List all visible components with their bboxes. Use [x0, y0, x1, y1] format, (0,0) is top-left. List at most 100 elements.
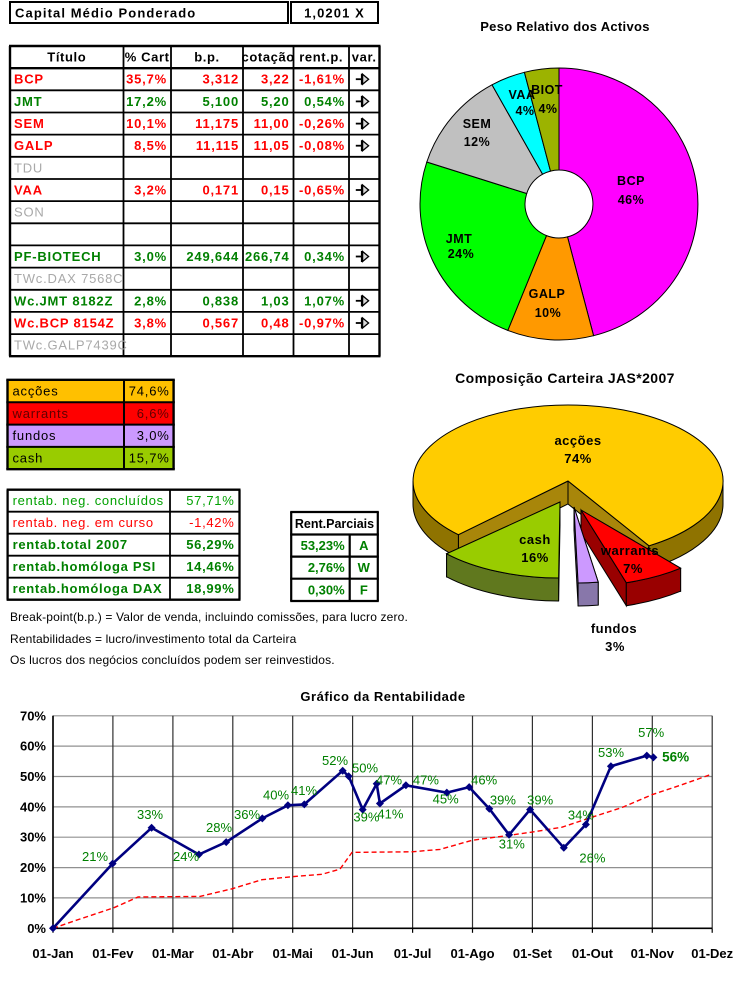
svg-text:1,07%: 1,07% [304, 293, 345, 308]
svg-text:249,644: 249,644 [186, 249, 239, 264]
svg-text:W: W [358, 560, 371, 575]
svg-text:cash: cash [13, 451, 44, 466]
svg-text:2,76%: 2,76% [308, 560, 345, 575]
svg-text:56%: 56% [662, 750, 689, 765]
svg-text:PF-BIOTECH: PF-BIOTECH [14, 249, 101, 264]
svg-text:GALP: GALP [14, 138, 53, 153]
svg-text:SON: SON [14, 205, 45, 220]
svg-text:01-Set: 01-Set [513, 946, 553, 961]
svg-text:-0,26%: -0,26% [299, 116, 345, 131]
svg-text:21%: 21% [82, 849, 108, 864]
svg-text:3,8%: 3,8% [134, 316, 167, 331]
svg-text:TDU: TDU [14, 160, 43, 175]
svg-text:Título: Título [47, 50, 86, 65]
svg-text:% Cart: % Cart [125, 50, 170, 65]
svg-text:cash: cash [519, 532, 551, 547]
svg-text:-0,65%: -0,65% [299, 183, 345, 198]
svg-text:rentab.homóloga PSI: rentab.homóloga PSI [13, 559, 156, 574]
svg-text:TWc.GALP7439C: TWc.GALP7439C [14, 338, 128, 353]
svg-text:40%: 40% [20, 799, 46, 814]
svg-text:0%: 0% [27, 921, 46, 936]
svg-text:11,05: 11,05 [254, 138, 290, 153]
svg-text:3,0%: 3,0% [134, 249, 167, 264]
svg-text:01-Abr: 01-Abr [212, 946, 253, 961]
svg-text:3,22: 3,22 [261, 72, 290, 87]
svg-text:VAA: VAA [14, 183, 43, 198]
svg-text:45%: 45% [433, 791, 459, 806]
svg-text:18,99%: 18,99% [186, 581, 234, 596]
svg-text:-0,97%: -0,97% [299, 316, 345, 331]
svg-text:var.: var. [352, 50, 377, 65]
svg-text:Composição Carteira JAS*2007: Composição Carteira JAS*2007 [455, 370, 675, 386]
svg-text:52%: 52% [322, 753, 348, 768]
svg-text:31%: 31% [499, 837, 525, 852]
svg-text:5,20: 5,20 [261, 94, 290, 109]
svg-text:7%: 7% [623, 561, 643, 576]
svg-text:Break-point(b.p.) = Valor de v: Break-point(b.p.) = Valor de venda, incl… [10, 610, 408, 624]
svg-text:Wc.JMT 8182Z: Wc.JMT 8182Z [14, 293, 113, 308]
svg-text:01-Jan: 01-Jan [32, 946, 73, 961]
svg-text:39%: 39% [353, 810, 379, 825]
svg-text:Capital Médio Ponderado: Capital Médio Ponderado [15, 6, 196, 21]
svg-text:30%: 30% [20, 830, 46, 845]
svg-text:60%: 60% [20, 739, 46, 754]
svg-text:-1,61%: -1,61% [299, 72, 345, 87]
svg-text:5,100: 5,100 [202, 94, 239, 109]
svg-text:0,48: 0,48 [261, 316, 290, 331]
svg-text:0,15: 0,15 [261, 183, 290, 198]
svg-text:warrants: warrants [600, 543, 659, 558]
svg-text:01-Ago: 01-Ago [450, 946, 494, 961]
svg-text:56,29%: 56,29% [186, 537, 234, 552]
svg-text:01-Fev: 01-Fev [92, 946, 134, 961]
svg-text:BCP: BCP [617, 174, 645, 188]
svg-text:3%: 3% [605, 639, 625, 654]
svg-text:acções: acções [13, 384, 59, 399]
svg-text:12%: 12% [464, 135, 491, 149]
svg-text:SEM: SEM [14, 116, 45, 131]
svg-text:36%: 36% [234, 807, 260, 822]
svg-text:01-Nov: 01-Nov [631, 946, 675, 961]
svg-text:cotação: cotação [242, 50, 295, 65]
svg-text:11,00: 11,00 [254, 116, 290, 131]
svg-text:47%: 47% [376, 773, 402, 788]
svg-text:A: A [359, 538, 369, 553]
svg-text:01-Jul: 01-Jul [394, 946, 432, 961]
svg-text:74%: 74% [564, 451, 592, 466]
svg-text:warrants: warrants [12, 406, 69, 421]
svg-text:57%: 57% [638, 725, 664, 740]
svg-text:57,71%: 57,71% [186, 493, 234, 508]
svg-text:01-Out: 01-Out [572, 946, 614, 961]
svg-text:53,23%: 53,23% [301, 538, 346, 553]
svg-text:11,115: 11,115 [196, 138, 239, 153]
svg-text:0,567: 0,567 [202, 316, 239, 331]
svg-text:74,6%: 74,6% [129, 384, 170, 399]
svg-text:3,2%: 3,2% [134, 183, 167, 198]
svg-text:rentab. neg. em curso: rentab. neg. em curso [13, 515, 154, 530]
svg-text:BIOT: BIOT [531, 83, 563, 97]
svg-text:01-Dez: 01-Dez [691, 946, 733, 961]
svg-text:2,8%: 2,8% [134, 293, 167, 308]
svg-text:39%: 39% [527, 792, 553, 807]
svg-text:41%: 41% [291, 783, 317, 798]
svg-text:6,6%: 6,6% [137, 406, 170, 421]
svg-text:40%: 40% [263, 788, 289, 803]
svg-text:Peso Relativo dos Activos: Peso Relativo dos Activos [480, 19, 650, 34]
svg-text:16%: 16% [521, 550, 549, 565]
svg-text:Gráfico da Rentabilidade: Gráfico da Rentabilidade [300, 689, 465, 704]
svg-text:fundos: fundos [591, 621, 637, 636]
svg-text:SEM: SEM [463, 117, 492, 131]
svg-text:46%: 46% [618, 193, 645, 207]
svg-text:46%: 46% [471, 773, 497, 788]
svg-text:0,34%: 0,34% [304, 249, 345, 264]
svg-text:4%: 4% [515, 104, 534, 118]
svg-text:01-Jun: 01-Jun [332, 946, 374, 961]
svg-text:17,2%: 17,2% [126, 94, 167, 109]
svg-text:53%: 53% [598, 745, 624, 760]
svg-text:50%: 50% [352, 761, 378, 776]
svg-text:rentab. neg. concluídos: rentab. neg. concluídos [13, 493, 164, 508]
svg-text:0,171: 0,171 [202, 183, 239, 198]
svg-text:26%: 26% [579, 851, 605, 866]
svg-text:8,5%: 8,5% [134, 138, 167, 153]
svg-text:35,7%: 35,7% [126, 72, 167, 87]
svg-text:15,7%: 15,7% [129, 451, 170, 466]
